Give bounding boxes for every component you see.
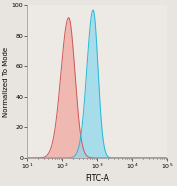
X-axis label: FITC-A: FITC-A xyxy=(85,174,109,182)
Y-axis label: Normalized To Mode: Normalized To Mode xyxy=(4,47,10,117)
